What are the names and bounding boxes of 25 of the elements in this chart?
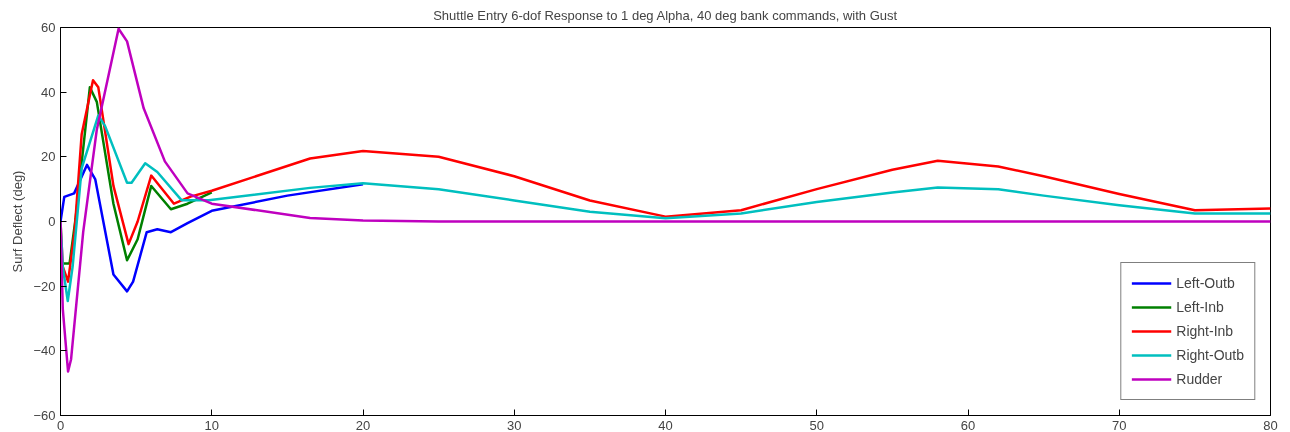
y-tick-label: −20 — [33, 278, 56, 294]
legend-label: Right-Inb — [1176, 323, 1234, 339]
y-tick-label: 20 — [41, 149, 56, 165]
legend-label: Left-Inb — [1176, 299, 1224, 315]
y-tick-label: 40 — [41, 84, 56, 100]
legend-label: Left-Outb — [1176, 275, 1235, 291]
x-tick-label: 60 — [960, 417, 976, 432]
x-tick-label: 30 — [507, 417, 522, 432]
y-axis-title: Surf Deflect (deg) — [10, 170, 26, 273]
y-tick-label: −40 — [33, 343, 56, 359]
legend-label: Right-Outb — [1176, 347, 1244, 363]
x-tick-label: 10 — [204, 417, 219, 432]
x-tick-label: 50 — [809, 417, 824, 432]
y-tick-label: −60 — [33, 408, 56, 423]
x-tick-label: 40 — [658, 417, 673, 432]
chart-title: Shuttle Entry 6-dof Response to 1 deg Alpha, 40 deg bank commands, with Gust — [433, 7, 898, 23]
line-series — [60, 163, 365, 293]
x-tick-label: 20 — [355, 417, 371, 432]
x-tick-label: 80 — [1263, 417, 1278, 432]
x-tick-label: 70 — [1112, 417, 1127, 432]
y-tick-label: 60 — [41, 20, 56, 35]
line-series — [60, 27, 1271, 373]
legend-label: Rudder — [1176, 371, 1223, 387]
y-tick-label: 0 — [48, 214, 56, 229]
line-series — [60, 114, 1271, 303]
